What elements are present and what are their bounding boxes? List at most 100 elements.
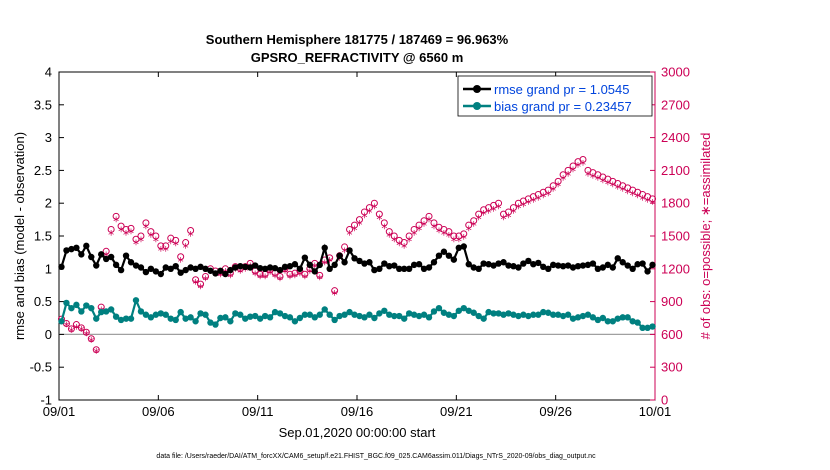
x-tick-label: 09/11 [242, 404, 274, 419]
obs-assimilated-marker: * [163, 244, 169, 258]
rmse-point [227, 266, 234, 274]
rmse-point [559, 262, 567, 270]
bias-point [137, 308, 145, 315]
obs-assimilated-marker: * [515, 202, 521, 216]
obs-assimilated-marker: * [123, 228, 129, 242]
bias-point [515, 312, 522, 320]
rmse-point [88, 253, 95, 261]
obs-possible-marker [172, 236, 180, 244]
y-tick-label: 1.5 [34, 229, 52, 244]
bias-point [296, 314, 304, 322]
rmse-point [291, 261, 299, 268]
rmse-point [430, 259, 438, 266]
rmse-point [564, 262, 572, 269]
rmse-point [515, 264, 522, 271]
bias-point [306, 311, 314, 318]
bias-point [88, 304, 95, 312]
bias-point [276, 310, 284, 317]
bias-point [450, 312, 458, 320]
bias-point [177, 308, 184, 316]
y-tick-label: -1 [40, 393, 52, 408]
y2-tick-label: 600 [661, 327, 683, 342]
obs-assimilated-marker: * [505, 210, 511, 224]
rmse-point [425, 264, 433, 271]
bias-point [107, 306, 115, 313]
rmse-point [400, 265, 408, 272]
rmse-point [73, 244, 80, 252]
obs-assimilated-marker: * [317, 273, 323, 287]
bias-point [242, 315, 249, 322]
obs-assimilated-marker: * [108, 228, 114, 242]
bias-point [470, 309, 477, 316]
bias-point [301, 311, 309, 318]
bias-point [122, 315, 130, 322]
bias-point [579, 312, 587, 320]
obs-assimilated-marker: * [461, 232, 467, 246]
bias-point [465, 307, 472, 314]
y-tick-label: 3 [45, 130, 52, 145]
obs-possible-marker [415, 221, 423, 229]
bias-point [366, 311, 373, 318]
bias-point [634, 319, 641, 326]
obs-assimilated-marker: * [158, 244, 164, 258]
obs-assimilated-marker: * [635, 191, 641, 205]
obs-possible-marker [202, 272, 210, 280]
bias-point [316, 311, 323, 318]
obs-possible-marker [142, 219, 150, 227]
obs-possible-marker [495, 199, 503, 207]
rmse-point [93, 262, 100, 269]
obs-assimilated-marker: * [193, 277, 199, 291]
bias-point [207, 319, 214, 326]
rmse-point [286, 262, 294, 270]
bias-point [391, 312, 398, 320]
bias-point [545, 309, 552, 316]
rmse-point [475, 265, 482, 272]
bias-point [132, 297, 140, 304]
obs-assimilated-marker: * [237, 266, 243, 280]
bias-point [609, 318, 616, 325]
bias-point [197, 310, 204, 317]
bias-point [430, 308, 438, 315]
obs-possible-marker [137, 232, 145, 240]
rmse-point [217, 267, 224, 274]
obs-assimilated-marker: * [456, 234, 462, 248]
bias-point [510, 311, 517, 318]
bias-point [520, 311, 527, 318]
obs-possible-marker [187, 227, 195, 235]
obs-possible-marker [331, 287, 339, 295]
obs-assimilated-marker: * [178, 255, 184, 269]
bias-point [251, 312, 259, 320]
y-tick-label: 1 [45, 261, 52, 276]
obs-possible-marker [346, 225, 354, 233]
obs-assimilated-marker: * [391, 234, 397, 248]
obs-possible-marker [197, 280, 205, 288]
obs-assimilated-marker: * [446, 230, 452, 244]
bias-point [182, 315, 189, 322]
obs-assimilated-marker: * [133, 238, 139, 252]
obs-possible-marker [127, 224, 135, 232]
rmse-point [207, 267, 214, 274]
obs-assimilated-marker: * [252, 268, 258, 282]
obs-assimilated-marker: * [630, 188, 636, 202]
obs-assimilated-marker: * [565, 169, 571, 183]
rmse-point [192, 265, 199, 272]
rmse-point [599, 264, 607, 271]
y-tick-label: 4 [45, 65, 52, 80]
obs-possible-marker [360, 208, 368, 216]
obs-assimilated-marker: * [312, 261, 318, 275]
bias-point [564, 311, 572, 318]
bias-point [93, 315, 100, 322]
bias-point [112, 313, 120, 320]
rmse-point [545, 265, 552, 272]
rmse-point [346, 247, 353, 254]
rmse-point [187, 264, 194, 271]
rmse-point [102, 255, 110, 263]
rmse-point [540, 263, 547, 271]
rmse-point [341, 259, 348, 266]
rmse-point [122, 252, 130, 259]
y2-tick-label: 1800 [661, 196, 690, 211]
bias-point [405, 310, 413, 317]
obs-possible-marker [117, 222, 125, 230]
rmse-point [470, 264, 477, 271]
obs-assimilated-marker: * [93, 346, 99, 360]
